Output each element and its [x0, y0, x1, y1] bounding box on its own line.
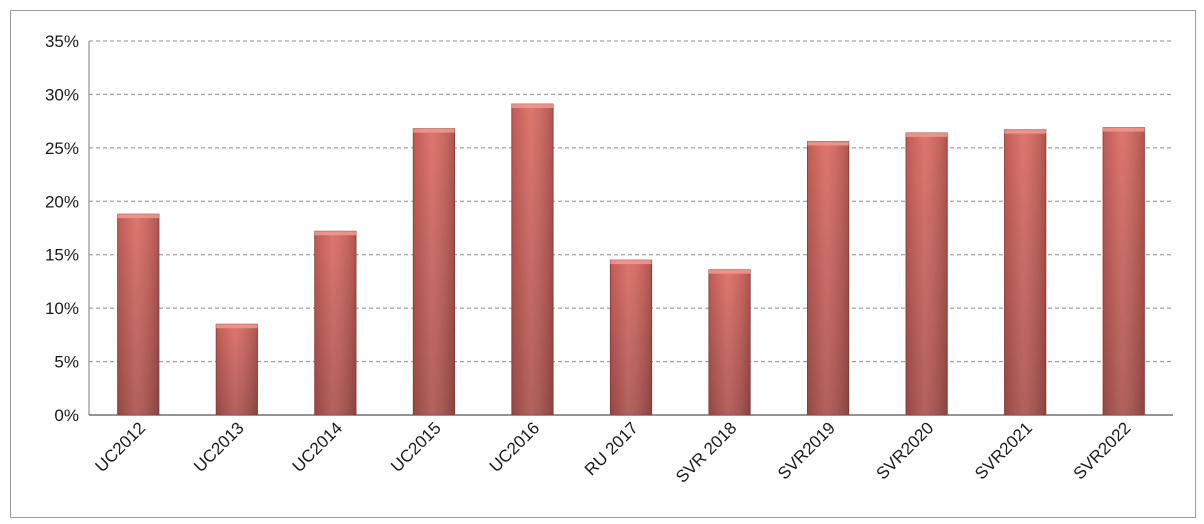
y-axis: 0% 5% 10% 15% 20% 25% 30% 35% [45, 32, 1173, 425]
y-tick-label: 35% [45, 32, 79, 51]
x-tick-label: SVR 2018 [672, 418, 740, 486]
bar-cap [610, 260, 652, 265]
x-tick-label: RU 2017 [581, 418, 642, 479]
bar-shading [511, 104, 554, 415]
bars [117, 103, 1145, 416]
x-tick-label: SVR2022 [1070, 418, 1135, 483]
bar-shading [610, 260, 652, 415]
x-tick-label: SVR2019 [774, 418, 839, 483]
y-tick-label: 20% [45, 192, 79, 211]
bar-cap [117, 214, 159, 219]
y-tick-label: 30% [45, 85, 79, 104]
bar-shading [314, 231, 357, 415]
bar-cap [413, 128, 455, 133]
chart-frame: 0% 5% 10% 15% 20% 25% 30% 35% UC2012 UC2013 UC201… [10, 10, 1196, 518]
y-tick-label: 10% [45, 299, 79, 318]
bar-shading [1103, 127, 1145, 415]
x-tick-label: SVR2020 [873, 418, 938, 483]
bar-shading [708, 269, 751, 415]
x-tick-label: UC2013 [190, 418, 248, 476]
x-tick-label: SVR2021 [971, 418, 1036, 483]
x-tick-label: UC2014 [289, 418, 347, 476]
bar-cap [905, 132, 948, 137]
bar-shading [216, 324, 258, 415]
x-tick-label: UC2016 [486, 418, 544, 476]
y-tick-label: 25% [45, 139, 79, 158]
x-tick-label: UC2015 [387, 418, 445, 476]
bar-cap [1004, 129, 1046, 134]
bar-shading [1004, 129, 1046, 415]
y-tick-label: 5% [54, 353, 79, 372]
bar-shading [117, 214, 159, 415]
bar-cap [1103, 127, 1145, 132]
bar-cap [708, 269, 751, 274]
bar-cap [511, 104, 554, 109]
bar-shading [413, 128, 455, 415]
bar-shading [905, 132, 948, 415]
bar-cap [807, 141, 849, 146]
y-tick-label: 0% [54, 406, 79, 425]
bar-shading [807, 141, 849, 415]
bar-cap [216, 324, 258, 329]
bar-chart: 0%5%10%15%20%25%30%35% UC2012 UC2013 UC201… [45, 32, 1173, 487]
bar-cap [314, 231, 357, 236]
x-tick-label: UC2012 [92, 418, 150, 476]
y-tick-label: 15% [45, 246, 79, 265]
x-axis: UC2012 UC2013 UC2014 UC2015 UC2016 RU 2017 SVR… [92, 418, 1135, 486]
